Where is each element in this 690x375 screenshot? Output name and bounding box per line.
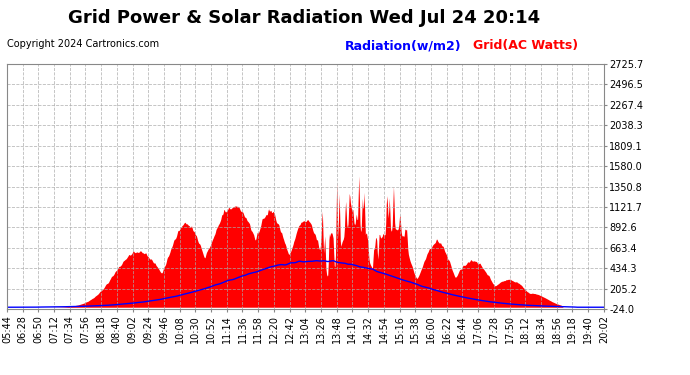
Text: Copyright 2024 Cartronics.com: Copyright 2024 Cartronics.com — [7, 39, 159, 50]
Text: Radiation(w/m2): Radiation(w/m2) — [345, 39, 462, 53]
Text: Grid Power & Solar Radiation Wed Jul 24 20:14: Grid Power & Solar Radiation Wed Jul 24 … — [68, 9, 540, 27]
Text: Grid(AC Watts): Grid(AC Watts) — [473, 39, 578, 53]
